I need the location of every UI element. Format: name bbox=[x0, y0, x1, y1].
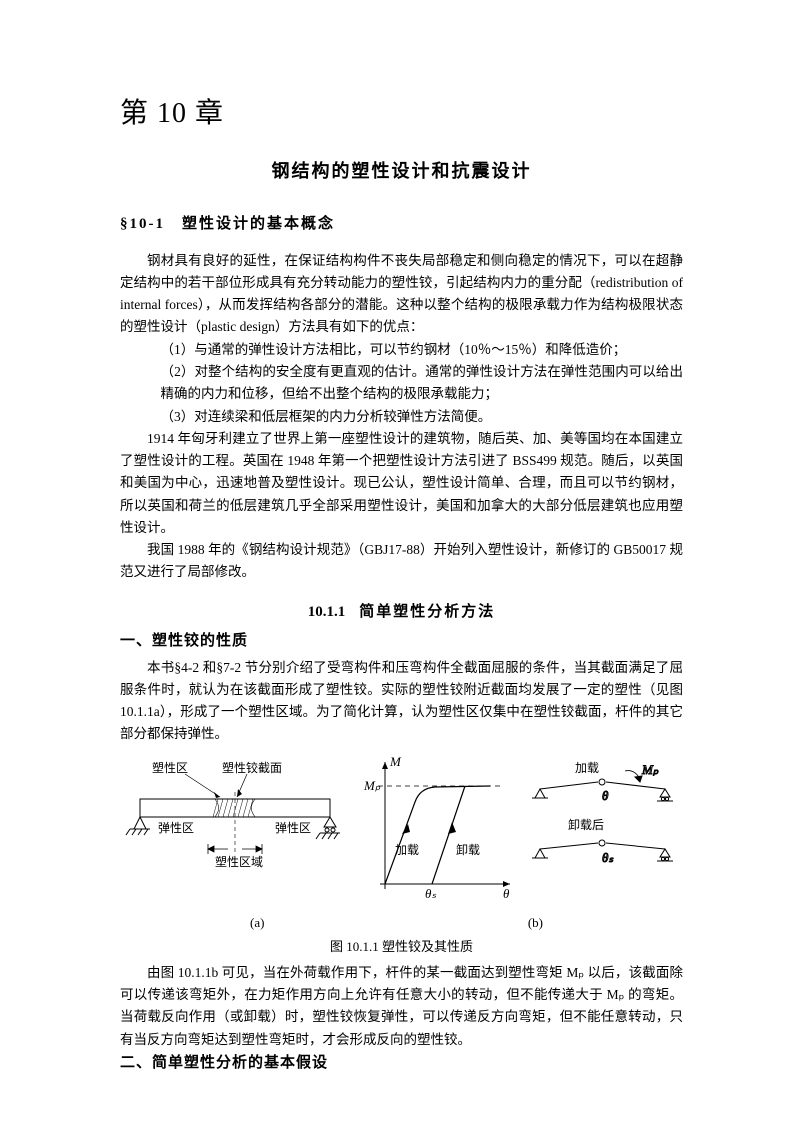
label-plastic-region: 塑性区域 bbox=[215, 854, 263, 869]
topic-heading-1: 一、塑性铰的性质 bbox=[120, 629, 683, 655]
figure-label-b: (b) bbox=[528, 912, 543, 934]
axis-M: M bbox=[389, 754, 402, 769]
figure-caption: 图 10.1.1 塑性铰及其性质 bbox=[120, 936, 683, 958]
label-theta-s: θₛ bbox=[425, 886, 436, 901]
paragraph-1: 钢材具有良好的延性，在保证结构构件不丧失局部稳定和侧向稳定的情况下，可以在超静定… bbox=[120, 250, 683, 339]
section-heading: §10-1 塑性设计的基本概念 bbox=[120, 212, 683, 238]
svg-text:θₛ: θₛ bbox=[602, 850, 613, 865]
list-item-3: （3）对连续梁和低层框架的内力分析较弹性方法简便。 bbox=[120, 406, 683, 428]
chapter-number: 第 10 章 bbox=[120, 90, 683, 138]
chapter-title: 钢结构的塑性设计和抗震设计 bbox=[120, 156, 683, 187]
paragraph-4: 本书§4-2 和§7-2 节分别介绍了受弯构件和压弯构件全截面屈服的条件，当其截… bbox=[120, 657, 683, 746]
label-elastic-l: 弹性区 bbox=[158, 821, 194, 835]
figure-10-1-1: 塑性区 塑性铰截面 弹性区 弹性区 bbox=[120, 754, 683, 958]
figure-b-beams: 加载 Mₚ θ 卸载后 bbox=[532, 761, 673, 865]
label-unloading: 卸载 bbox=[456, 842, 480, 857]
label-load-top: 加载 bbox=[575, 761, 599, 775]
figure-svg: 塑性区 塑性铰截面 弹性区 弹性区 bbox=[120, 754, 680, 914]
paragraph-2: 1914 年匈牙利建立了世界上第一座塑性设计的建筑物，随后英、加、美等国均在本国… bbox=[120, 428, 683, 539]
figure-label-a: (a) bbox=[250, 912, 264, 934]
figure-b-graph: M θ Mₚ 加载 卸载 θₛ bbox=[363, 754, 510, 901]
subsection-heading: 10.1.1 简单塑性分析方法 bbox=[120, 600, 683, 626]
label-hinge-section: 塑性铰截面 bbox=[222, 760, 282, 775]
list-item-1: （1）与通常的弹性设计方法相比，可以节约钢材（10％～15％）和降低造价； bbox=[120, 339, 683, 361]
list-item-2: （2）对整个结构的安全度有更直观的估计。通常的弹性设计方法在弹性范围内可以给出精… bbox=[120, 361, 683, 406]
subsection-title: 简单塑性分析方法 bbox=[359, 604, 495, 620]
topic-heading-2: 二、简单塑性分析的基本假设 bbox=[120, 1051, 683, 1077]
paragraph-5: 由图 10.1.1b 可见，当在外荷载作用下，杆件的某一截面达到塑性弯矩 Mₚ … bbox=[120, 962, 683, 1051]
svg-text:Mₚ: Mₚ bbox=[641, 762, 659, 777]
figure-a: 塑性区 塑性铰截面 弹性区 弹性区 bbox=[126, 760, 340, 869]
label-loading: 加载 bbox=[395, 843, 419, 857]
label-Mp: Mₚ bbox=[363, 778, 381, 793]
label-after-unload: 卸载后 bbox=[568, 817, 604, 832]
subsection-number: 10.1.1 bbox=[308, 604, 346, 620]
label-plastic-zone: 塑性区 bbox=[152, 760, 188, 775]
paragraph-3: 我国 1988 年的《钢结构设计规范》（GBJ17-88）开始列入塑性设计，新修… bbox=[120, 539, 683, 584]
label-elastic-r: 弹性区 bbox=[275, 821, 311, 835]
axis-theta: θ bbox=[503, 886, 510, 901]
svg-text:θ: θ bbox=[602, 788, 609, 803]
